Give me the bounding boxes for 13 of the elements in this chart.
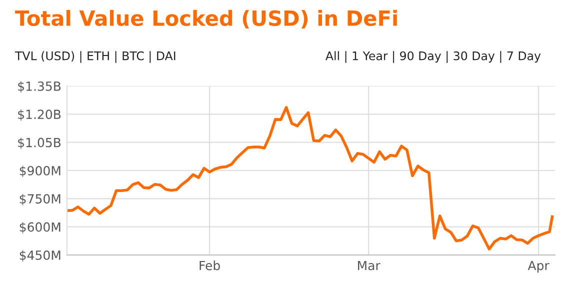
y-tick-label: $1.35B (18, 81, 61, 93)
x-tick-label: Mar (358, 260, 380, 270)
y-tick-label: $450M (20, 250, 60, 262)
text: TVL (USD) | ETH | BTC | DAI (14, 51, 176, 63)
x-tick-label: Feb (200, 260, 220, 270)
y-tick-label: $1.05B (18, 138, 61, 149)
y-tick-label: $1.20B (18, 109, 61, 121)
chart-title: Total Value Locked (USD) in DeFi (15, 10, 397, 28)
text: All | 1 Year | 90 Day | 30 Day | 7 Day (326, 51, 541, 63)
y-tick-label: $600M (20, 222, 60, 234)
x-tick-label: Apr (528, 260, 550, 273)
y-tick-label: $750M (20, 194, 60, 206)
y-tick-label: $900M (20, 166, 60, 178)
